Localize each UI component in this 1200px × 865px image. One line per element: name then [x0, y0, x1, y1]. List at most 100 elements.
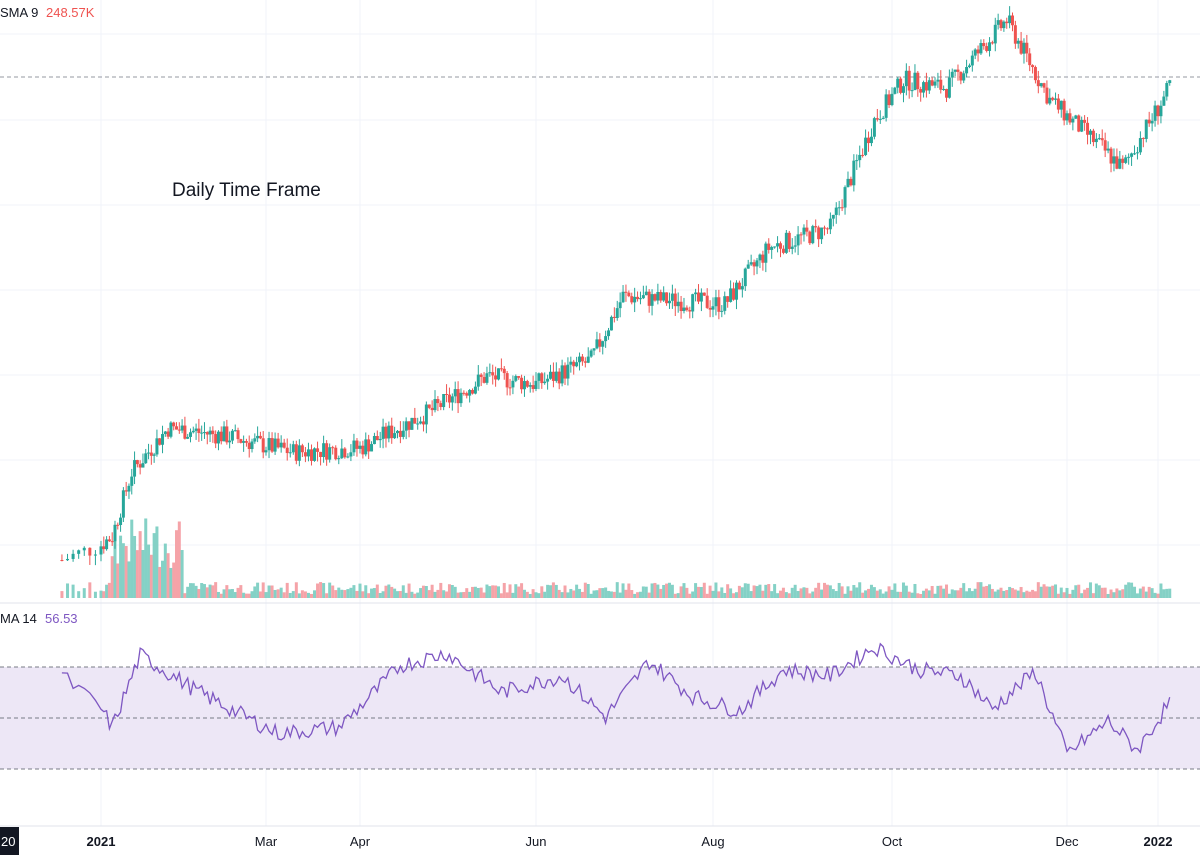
volume-bar: [776, 593, 780, 598]
candle-body: [1036, 80, 1040, 87]
candle-body: [191, 430, 195, 433]
candle-body: [638, 298, 642, 300]
volume-bar: [1130, 582, 1134, 598]
volume-bar: [459, 592, 463, 598]
candle-body: [410, 417, 414, 430]
candle-body: [186, 436, 190, 439]
candle-body: [505, 373, 509, 388]
candle-body: [537, 373, 541, 381]
candle-body: [867, 137, 871, 144]
volume-bar: [482, 592, 486, 598]
candle-body: [340, 448, 344, 459]
volume-bar: [276, 589, 280, 598]
volume-bar: [401, 585, 405, 598]
candle-body: [1039, 83, 1043, 87]
candle-body: [586, 356, 590, 363]
volume-bar: [1124, 584, 1128, 598]
candle-body: [71, 553, 75, 559]
volume-bar: [436, 589, 440, 598]
candle-body: [665, 292, 669, 304]
candle-body: [967, 65, 971, 68]
volume-bar: [194, 585, 198, 598]
candle-body: [808, 231, 812, 244]
volume-bar: [551, 582, 555, 598]
volume-bar: [1147, 586, 1151, 598]
volume-bar: [531, 589, 535, 598]
volume-bar: [1010, 588, 1014, 598]
candle-body: [540, 373, 544, 384]
volume-bar: [270, 585, 274, 598]
candle-body: [685, 307, 689, 311]
candle-body: [1141, 138, 1145, 140]
volume-bar: [1091, 593, 1095, 598]
volume-bar: [708, 585, 712, 598]
volume-bar: [205, 587, 209, 598]
volume-bar: [66, 583, 70, 598]
volume-bar: [996, 589, 1000, 598]
candle-body: [378, 438, 382, 441]
volume-bar: [887, 586, 891, 598]
volume-bar: [820, 589, 824, 598]
volume-bar: [1121, 589, 1125, 598]
volume-bar: [723, 592, 727, 598]
volume-bar: [208, 584, 212, 598]
candle-body: [580, 356, 584, 362]
candle-body: [560, 365, 564, 384]
volume-bar: [188, 583, 192, 598]
volume-bar: [141, 550, 145, 598]
candle-body: [890, 93, 894, 106]
candle-body: [799, 234, 803, 236]
candle-body: [814, 226, 818, 228]
candle-body: [303, 452, 307, 457]
candle-body: [1077, 115, 1081, 132]
volume-bar: [615, 582, 619, 598]
candle-body: [904, 70, 908, 87]
candle-body: [761, 254, 765, 263]
candle-body: [334, 447, 338, 460]
rsi-band: [0, 667, 1200, 769]
candle-body: [294, 444, 298, 461]
volume-bar: [676, 593, 680, 598]
time-axis-tick: 2022: [1144, 834, 1173, 849]
volume-bar: [442, 590, 446, 598]
candle-body: [1022, 42, 1026, 54]
volume-bar: [211, 585, 215, 598]
candle-body: [1013, 25, 1017, 44]
candle-body: [387, 425, 391, 439]
candle-body: [852, 160, 856, 186]
candle-body: [364, 439, 368, 455]
candle-body: [82, 547, 86, 551]
candle-body: [569, 361, 573, 365]
candle-body: [776, 243, 780, 247]
volume-bar: [557, 589, 561, 598]
volume-bar: [77, 591, 81, 598]
candle-body: [110, 541, 114, 543]
volume-bar: [319, 582, 323, 598]
volume-bar: [116, 563, 120, 598]
volume-bar: [924, 588, 928, 598]
candle-body: [740, 286, 744, 290]
volume-bar: [638, 591, 642, 598]
volume-bar: [468, 591, 472, 598]
volume-bar: [965, 591, 969, 598]
candle-body: [633, 296, 637, 303]
candle-body: [77, 550, 81, 554]
volume-bar: [216, 591, 220, 598]
volume-bar: [802, 587, 806, 598]
candle-body: [976, 49, 980, 54]
candle-body: [514, 376, 518, 381]
candle-body: [427, 404, 431, 408]
volume-bar: [309, 593, 313, 598]
volume-bar: [244, 593, 248, 598]
time-axis[interactable]: 20 2021 Mar Apr Jun Aug Oct Dec 2022: [0, 827, 1172, 855]
volume-bar: [135, 550, 139, 598]
candle-body: [811, 226, 815, 244]
volume-bar: [358, 583, 362, 598]
volume-bar: [805, 587, 809, 598]
volume-bar: [665, 583, 669, 598]
candle-body: [361, 445, 365, 455]
candle-body: [714, 297, 718, 307]
candle-body: [950, 71, 954, 78]
volume-bar: [250, 591, 254, 598]
